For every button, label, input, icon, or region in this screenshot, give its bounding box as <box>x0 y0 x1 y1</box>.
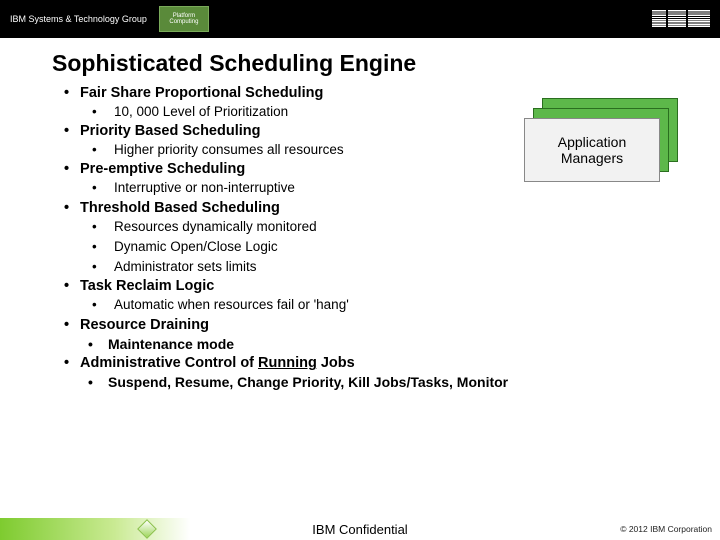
bullet-lvl2-list: Resources dynamically monitored Dynamic O… <box>80 218 710 277</box>
bullet-lvl1-label: Administrative Control of Running Jobs <box>80 355 355 371</box>
application-managers-callout: Application Managers <box>524 98 678 182</box>
bullet-lvl2: Interruptive or non-interruptive <box>80 179 710 197</box>
footer: IBM Confidential © 2012 IBM Corporation <box>0 518 720 540</box>
footer-copyright-label: © 2012 IBM Corporation <box>620 524 712 534</box>
bullet-lvl2-list: Maintenance mode <box>80 335 710 354</box>
bullet-lvl1-label: Fair Share Proportional Scheduling <box>80 85 323 101</box>
bullet-lvl1: Administrative Control of Running Jobs Su… <box>60 355 710 392</box>
bullet-lvl2: Maintenance mode <box>80 335 710 354</box>
bullet-lvl1-label: Resource Draining <box>80 317 209 333</box>
bullet-lvl2-list: Interruptive or non-interruptive <box>80 179 710 197</box>
bullet-lvl1-label: Task Reclaim Logic <box>80 278 214 294</box>
bullet-lvl2: Automatic when resources fail or 'hang' <box>80 296 710 314</box>
footer-confidential-label: IBM Confidential <box>312 522 407 537</box>
bullet-lvl1-label: Pre-emptive Scheduling <box>80 161 245 177</box>
bullet-lvl1: Task Reclaim Logic Automatic when resourc… <box>60 278 710 314</box>
bullet-lvl2: Suspend, Resume, Change Priority, Kill J… <box>80 373 710 392</box>
callout-card-front: Application Managers <box>524 118 660 182</box>
footer-diamond-icon <box>137 519 157 539</box>
top-banner: IBM Systems & Technology Group Platform … <box>0 0 720 38</box>
ibm-logo-bar-b <box>668 10 686 28</box>
bullet-lvl1: Threshold Based Scheduling Resources dyna… <box>60 200 710 277</box>
bullet-lvl1-label: Threshold Based Scheduling <box>80 200 280 216</box>
page-title: Sophisticated Scheduling Engine <box>52 50 720 77</box>
underlined-text: Running <box>258 355 317 371</box>
bullet-lvl1: Resource Draining Maintenance mode <box>60 317 710 354</box>
platform-computing-logo: Platform Computing <box>159 6 209 32</box>
ibm-logo-bar-i <box>652 10 666 28</box>
footer-gradient-decor <box>0 518 190 540</box>
bullet-lvl2: Administrator sets limits <box>80 258 710 276</box>
bullet-lvl2: Resources dynamically monitored <box>80 218 710 236</box>
ibm-logo <box>652 10 710 28</box>
bullet-lvl1-label: Priority Based Scheduling <box>80 123 261 139</box>
bullet-lvl2-list: Automatic when resources fail or 'hang' <box>80 296 710 314</box>
bullet-lvl2-list: Suspend, Resume, Change Priority, Kill J… <box>80 373 710 392</box>
banner-left: IBM Systems & Technology Group Platform … <box>10 6 209 32</box>
ibm-logo-bar-m <box>688 10 710 28</box>
bullet-lvl2: Dynamic Open/Close Logic <box>80 238 710 256</box>
banner-group-label: IBM Systems & Technology Group <box>10 14 147 24</box>
callout-label: Application Managers <box>525 134 659 166</box>
